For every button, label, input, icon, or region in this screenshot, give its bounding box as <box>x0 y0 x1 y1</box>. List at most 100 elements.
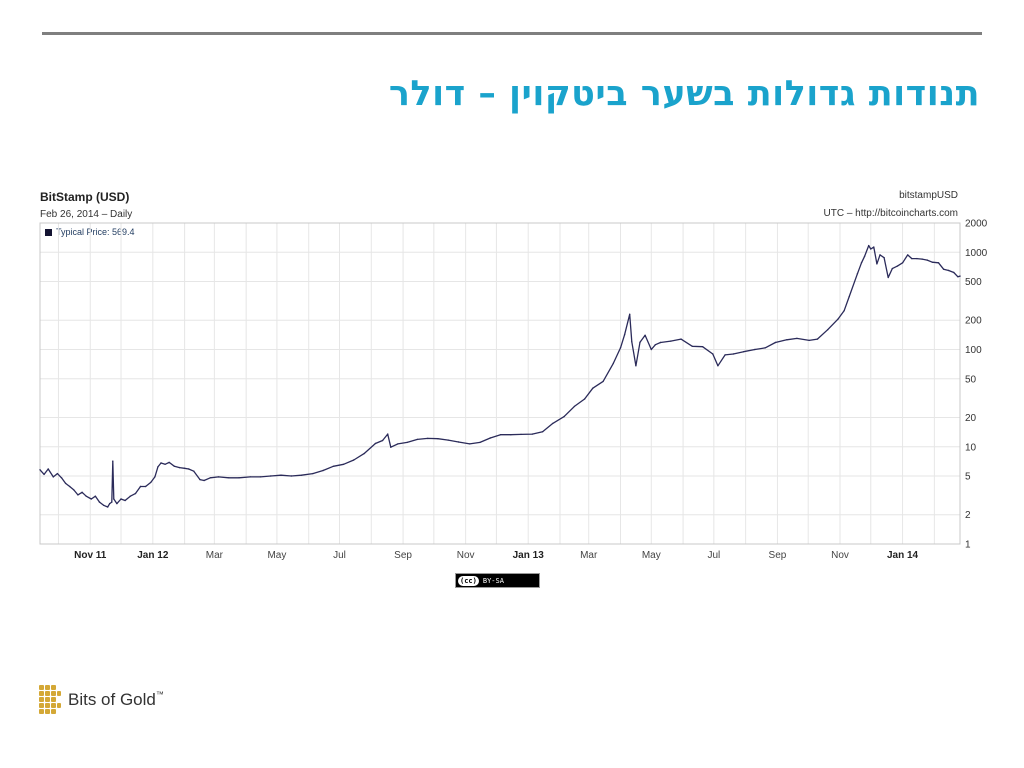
price-data-point <box>322 469 324 472</box>
x-tick-label: Jul <box>333 550 346 561</box>
price-data-point <box>290 475 292 477</box>
x-tick-label: Sep <box>769 550 787 561</box>
price-data-point <box>876 263 878 265</box>
price-data-point <box>381 439 384 442</box>
price-data-point <box>931 261 933 263</box>
price-data-point <box>732 353 734 355</box>
price-data-point <box>635 365 637 367</box>
price-data-point <box>619 347 622 349</box>
price-data-point <box>953 271 955 274</box>
price-data-point <box>883 257 885 259</box>
price-data-point <box>650 348 652 351</box>
x-tick-label: May <box>642 550 661 561</box>
price-data-point <box>489 437 491 439</box>
price-data-point <box>259 476 262 478</box>
price-data-point <box>270 475 272 477</box>
price-data-point <box>724 354 726 356</box>
y-tick-label: 2 <box>965 510 971 521</box>
cc-license-text: BY-SA <box>482 576 504 585</box>
x-tick-label: Nov 11 <box>74 550 107 561</box>
price-data-point <box>120 498 122 500</box>
price-data-point <box>786 339 788 341</box>
price-data-point <box>754 348 756 351</box>
price-data-point <box>764 347 766 349</box>
price-data-point <box>774 341 777 344</box>
price-data-point <box>848 295 850 298</box>
price-data-point <box>173 465 176 467</box>
price-data-point <box>178 466 181 469</box>
x-tick-label: Jul <box>707 550 720 561</box>
x-tick-label: Mar <box>580 550 598 561</box>
price-data-point <box>602 380 604 383</box>
price-data-point <box>238 477 240 479</box>
price-data-point <box>837 318 839 320</box>
price-data-point <box>868 244 870 247</box>
price-data-point <box>69 485 71 488</box>
price-data-point <box>860 262 863 264</box>
price-data-point <box>583 398 586 400</box>
price-data-point <box>81 491 83 493</box>
price-data-point <box>499 434 502 436</box>
price-data-point <box>520 433 522 436</box>
price-data-point <box>887 276 889 279</box>
price-data-point <box>712 353 714 355</box>
price-data-point <box>879 254 881 256</box>
price-data-point <box>113 498 115 500</box>
price-data-point <box>563 415 565 418</box>
slide-title: תנודות גדולות בשער ביטקוין – דולר <box>388 74 980 114</box>
bits-of-gold-logo-icon <box>39 685 61 714</box>
logo-name: Bits of Gold <box>68 690 156 709</box>
price-data-point <box>112 460 114 462</box>
price-data-point <box>573 405 576 408</box>
price-data-point <box>164 463 166 465</box>
price-data-point <box>808 339 810 342</box>
price-data-point <box>390 446 392 448</box>
price-data-point <box>691 345 693 347</box>
y-tick-label: 20 <box>965 413 977 424</box>
x-axis: Nov 11 Jan 12 Mar May Jul Sep Nov Jan 13 Mar May J… <box>74 550 918 561</box>
cc-license-badge[interactable]: (cc) BY-SA <box>455 573 540 588</box>
price-data-point <box>644 334 646 336</box>
price-data-point <box>56 472 59 475</box>
price-data-point <box>188 468 190 470</box>
top-rule <box>42 32 982 35</box>
price-data-point <box>209 477 211 479</box>
price-data-point <box>827 329 829 331</box>
price-data-point <box>742 351 745 353</box>
y-tick-label: 10 <box>965 442 977 453</box>
price-data-point <box>73 489 75 491</box>
x-tick-label: Nov <box>831 550 849 561</box>
x-tick-label: Jan 13 <box>513 550 545 561</box>
price-data-point <box>907 254 909 256</box>
chart-legend: Typical Price: 569.4 <box>45 227 135 237</box>
price-data-point <box>168 461 170 464</box>
price-data-point <box>843 310 845 312</box>
price-data-point <box>374 442 377 445</box>
x-tick-label: May <box>267 550 286 561</box>
price-data-point <box>896 265 899 267</box>
chart-grid <box>40 222 960 545</box>
price-data-point <box>592 387 594 389</box>
y-axis: 2000 1000 500 200 100 50 20 10 5 2 1 <box>965 219 988 551</box>
price-data-point <box>52 476 54 478</box>
price-data-point <box>531 433 533 435</box>
price-data-point <box>203 479 205 482</box>
price-data-point <box>397 443 399 445</box>
price-data-point <box>670 340 672 342</box>
chart-source-url: UTC – http://bitcoincharts.com <box>823 208 959 219</box>
price-data-point <box>280 474 282 476</box>
price-data-point <box>160 462 162 464</box>
x-tick-label: Sep <box>394 550 412 561</box>
price-data-point <box>717 365 719 367</box>
price-data-point <box>199 478 201 481</box>
x-tick-label: Nov <box>457 550 475 561</box>
price-data-point <box>926 259 928 261</box>
price-data-point <box>416 438 419 441</box>
y-tick-label: 50 <box>965 374 977 385</box>
price-data-point <box>856 273 859 275</box>
price-data-point <box>60 477 63 479</box>
price-data-point <box>312 472 314 475</box>
price-data-point <box>102 504 105 506</box>
price-data-point <box>921 258 923 260</box>
